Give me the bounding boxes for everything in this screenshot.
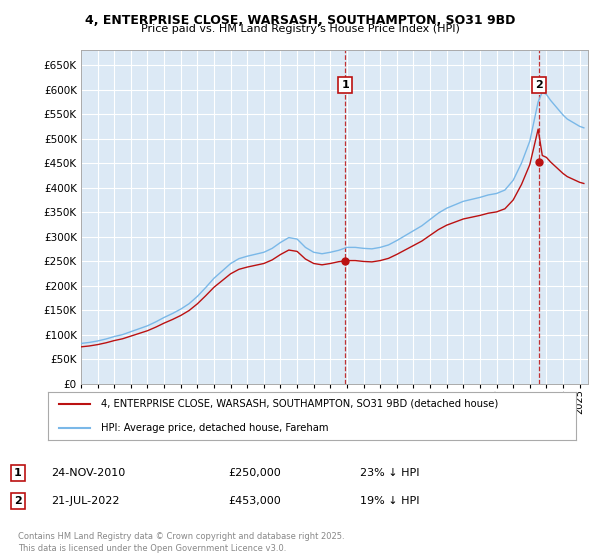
Text: 4, ENTERPRISE CLOSE, WARSASH, SOUTHAMPTON, SO31 9BD (detached house): 4, ENTERPRISE CLOSE, WARSASH, SOUTHAMPTO… — [101, 399, 498, 409]
Text: 1: 1 — [14, 468, 22, 478]
Text: Contains HM Land Registry data © Crown copyright and database right 2025.
This d: Contains HM Land Registry data © Crown c… — [18, 533, 344, 553]
Text: £453,000: £453,000 — [228, 496, 281, 506]
Text: 19% ↓ HPI: 19% ↓ HPI — [360, 496, 419, 506]
Text: HPI: Average price, detached house, Fareham: HPI: Average price, detached house, Fare… — [101, 423, 328, 433]
Text: 21-JUL-2022: 21-JUL-2022 — [51, 496, 119, 506]
Text: 23% ↓ HPI: 23% ↓ HPI — [360, 468, 419, 478]
Text: Price paid vs. HM Land Registry's House Price Index (HPI): Price paid vs. HM Land Registry's House … — [140, 24, 460, 34]
Text: 4, ENTERPRISE CLOSE, WARSASH, SOUTHAMPTON, SO31 9BD: 4, ENTERPRISE CLOSE, WARSASH, SOUTHAMPTO… — [85, 14, 515, 27]
Text: 2: 2 — [14, 496, 22, 506]
Text: 24-NOV-2010: 24-NOV-2010 — [51, 468, 125, 478]
Text: £250,000: £250,000 — [228, 468, 281, 478]
Text: 2: 2 — [535, 80, 543, 90]
Text: 1: 1 — [341, 80, 349, 90]
